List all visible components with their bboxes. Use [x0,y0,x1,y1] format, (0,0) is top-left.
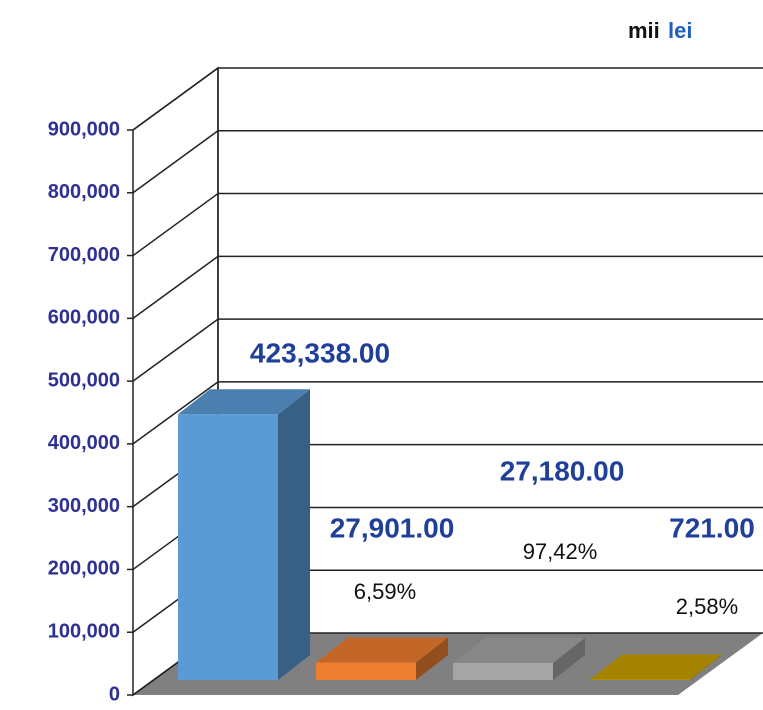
annotation: 2,58% [676,594,738,619]
bar-top [590,654,722,680]
grid-line [132,255,219,319]
y-tick-label: 0 [109,683,120,705]
y-tick-label: 400,000 [48,432,120,454]
grid-line [132,67,219,131]
grid-line [132,381,219,445]
bar-top [316,637,448,663]
grid-line [132,318,219,382]
y-tick-label: 700,000 [48,244,120,266]
annotation: 97,42% [523,539,598,564]
y-tick-label: 600,000 [48,307,120,329]
grid-line [132,130,219,194]
value-label: 423,338.00 [250,337,390,368]
grid-line [132,192,219,257]
unit-word: lei [668,18,692,43]
value-label: 27,901.00 [330,512,455,543]
unit-word: mii [628,18,660,43]
bar-side [278,389,310,680]
bar [178,414,278,680]
annotation: 6,59% [354,579,416,604]
bar [316,662,416,680]
value-label: 27,180.00 [500,455,625,486]
bar-side [690,654,722,680]
y-tick-label: 100,000 [48,621,120,643]
y-tick-label: 300,000 [48,495,120,517]
bar-side [553,637,585,680]
y-tick-label: 200,000 [48,558,120,580]
value-label: 721.00 [669,512,755,543]
bar-top [453,637,585,663]
y-tick-label: 500,000 [48,369,120,391]
bar-top [178,389,310,415]
bar [453,662,553,680]
bar-side [416,637,448,680]
y-tick-label: 800,000 [48,181,120,203]
y-tick-label: 900,000 [48,118,120,140]
